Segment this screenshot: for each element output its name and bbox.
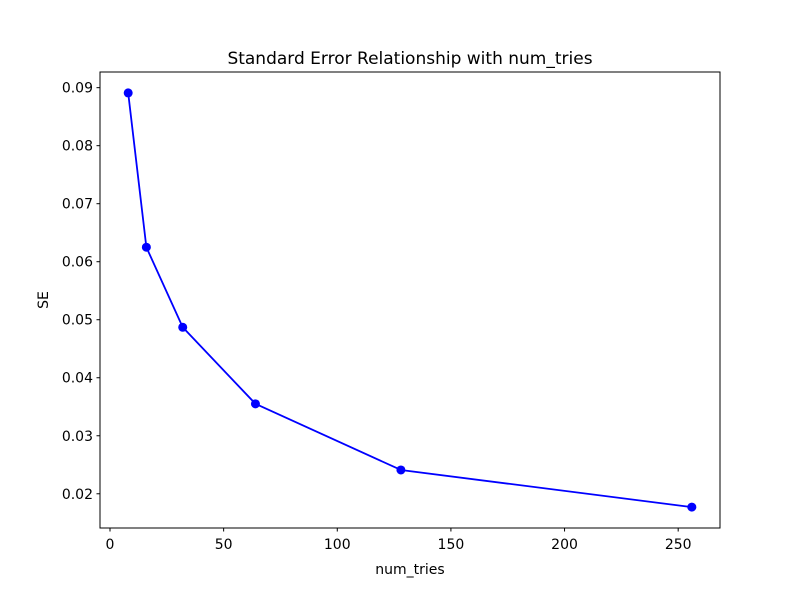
data-point-marker bbox=[396, 465, 406, 475]
axes-frame bbox=[99, 71, 721, 529]
y-axis-tick-label: 0.02 bbox=[62, 487, 93, 503]
y-axis-tick-label: 0.05 bbox=[62, 313, 93, 329]
x-axis-label: num_tries bbox=[375, 562, 444, 578]
x-axis-tick-label: 200 bbox=[551, 537, 578, 553]
x-axis-tick-label: 50 bbox=[215, 537, 233, 553]
data-point-marker bbox=[687, 502, 697, 512]
y-axis-tick-label: 0.09 bbox=[62, 81, 93, 97]
x-axis-tick-label: 250 bbox=[665, 537, 692, 553]
data-point-marker bbox=[178, 322, 188, 332]
y-axis-tick-label: 0.03 bbox=[62, 429, 93, 445]
data-point-marker bbox=[250, 399, 260, 409]
y-axis-tick-label: 0.04 bbox=[62, 371, 93, 387]
y-axis-tick-label: 0.08 bbox=[62, 139, 93, 155]
data-point-marker bbox=[123, 88, 133, 98]
y-axis-label: SE bbox=[36, 291, 52, 309]
x-axis-tick-label: 100 bbox=[324, 537, 351, 553]
x-axis-tick-label: 0 bbox=[106, 537, 115, 553]
data-point-marker bbox=[141, 242, 151, 252]
y-axis-tick-label: 0.06 bbox=[62, 255, 93, 271]
y-axis-tick-label: 0.07 bbox=[62, 197, 93, 213]
chart-title: Standard Error Relationship with num_tri… bbox=[227, 49, 592, 69]
se-line-series bbox=[127, 91, 693, 509]
x-axis-tick-label: 150 bbox=[438, 537, 465, 553]
